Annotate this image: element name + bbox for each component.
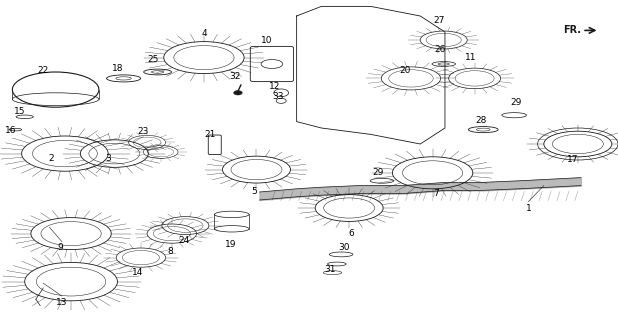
Text: 29: 29 (372, 168, 383, 177)
Text: 21: 21 (205, 130, 216, 139)
Text: 27: 27 (433, 16, 444, 25)
Text: 19: 19 (225, 240, 236, 249)
Text: 32: 32 (229, 72, 240, 81)
Text: 30: 30 (338, 243, 349, 252)
Text: 6: 6 (348, 229, 354, 238)
Text: 14: 14 (132, 268, 143, 277)
Text: 20: 20 (399, 66, 410, 75)
Text: 28: 28 (475, 116, 486, 124)
Text: 18: 18 (112, 64, 123, 73)
Text: 12: 12 (269, 82, 281, 91)
Text: 15: 15 (14, 107, 25, 116)
Text: 2: 2 (48, 154, 54, 163)
Text: 24: 24 (179, 236, 190, 245)
Text: 4: 4 (201, 29, 207, 38)
Text: 22: 22 (38, 66, 49, 75)
Text: 26: 26 (434, 45, 446, 54)
Text: 33: 33 (273, 92, 284, 100)
Text: 25: 25 (148, 55, 159, 64)
Text: 16: 16 (6, 126, 17, 135)
Text: 29: 29 (510, 98, 522, 107)
Text: 10: 10 (261, 36, 273, 44)
Text: 5: 5 (252, 188, 258, 196)
Text: 11: 11 (465, 53, 476, 62)
Text: 9: 9 (57, 244, 64, 252)
Text: 7: 7 (433, 189, 439, 198)
Text: 23: 23 (138, 127, 149, 136)
Text: 31: 31 (324, 265, 336, 274)
Text: 8: 8 (167, 247, 173, 256)
Text: 3: 3 (105, 154, 111, 163)
Text: FR.: FR. (563, 25, 581, 36)
Circle shape (234, 91, 242, 95)
Text: 1: 1 (525, 204, 531, 212)
Text: 17: 17 (567, 155, 578, 164)
Text: 13: 13 (56, 298, 67, 307)
